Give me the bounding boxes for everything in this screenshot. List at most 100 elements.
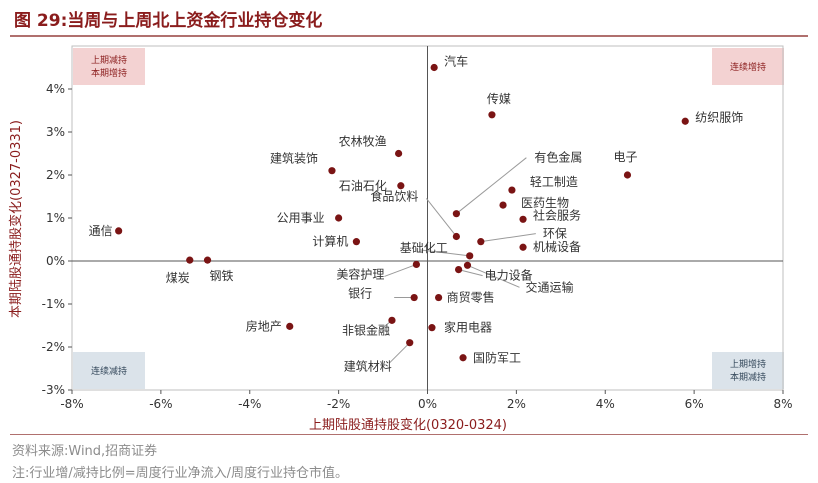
point-label: 基础化工 — [400, 241, 448, 255]
quadrant-top-left-box — [73, 48, 145, 85]
scatter-chart: 上期减持 本期增持 连续增持 连续减持 上期增持 本期减持 上期陆股通持股变化(… — [8, 45, 793, 433]
y-tick-label: -1% — [42, 297, 65, 311]
figure-title: 图 29:当周与上周北上资金行业持仓变化 — [14, 11, 323, 31]
point-label: 计算机 — [312, 234, 348, 249]
leader-line — [425, 198, 457, 237]
x-tick-label: 0% — [418, 397, 437, 411]
data-point — [508, 186, 516, 194]
point-label: 交通运输 — [525, 279, 573, 294]
quadrant-bottom-right-box — [712, 352, 784, 389]
x-tick-label: 2% — [507, 397, 526, 411]
point-label: 石油石化 — [339, 179, 387, 193]
data-point — [186, 256, 194, 264]
y-axis-title: 本期陆股通持股变化(0327-0331) — [8, 120, 24, 318]
point-label: 机械设备 — [533, 239, 581, 254]
x-tick-label: 8% — [773, 397, 792, 411]
data-point — [477, 238, 485, 246]
y-tick-label: -2% — [42, 340, 65, 354]
quadrant-bottom-right-line1: 上期增持 — [730, 358, 766, 370]
x-tick-label: -4% — [238, 397, 261, 411]
y-tick-label: 1% — [46, 211, 65, 225]
point-label: 非银金融 — [342, 322, 390, 337]
point-label: 钢铁 — [210, 269, 234, 283]
data-point — [352, 238, 360, 246]
point-label: 银行 — [348, 287, 372, 301]
point-label: 公用事业 — [277, 211, 325, 225]
quadrant-top-right-line1: 连续增持 — [730, 61, 766, 73]
data-point — [435, 293, 443, 302]
point-label: 环保 — [543, 227, 567, 241]
point-label: 通信 — [89, 224, 113, 238]
y-tick-label: 4% — [46, 82, 65, 96]
data-point — [452, 210, 460, 218]
data-point — [623, 171, 632, 179]
footer-divider — [10, 434, 808, 435]
x-tick-label: -2% — [327, 397, 350, 411]
point-label: 有色金属 — [534, 150, 582, 165]
point-label: 家用电器 — [444, 320, 492, 335]
quadrant-top-left-line2: 本期增持 — [91, 67, 127, 79]
x-tick-label: 6% — [685, 397, 704, 411]
y-tick-label: 3% — [46, 125, 65, 139]
source-text: 资料来源:Wind,招商证券 — [12, 444, 158, 459]
quadrant-bottom-left-line1: 连续减持 — [91, 365, 127, 377]
x-tick-label: -8% — [60, 397, 83, 411]
point-label: 轻工制造 — [530, 175, 578, 189]
leader-line — [389, 342, 411, 364]
leader-line — [458, 269, 483, 277]
leader-line — [419, 249, 470, 257]
data-point — [499, 201, 507, 209]
point-label: 传媒 — [487, 91, 511, 106]
data-point — [203, 256, 212, 264]
point-label: 房地产 — [246, 318, 282, 333]
quadrant-bottom-left-box — [73, 352, 145, 389]
point-label: 美容护理 — [336, 266, 384, 281]
point-label: 汽车 — [444, 54, 468, 69]
data-point — [459, 354, 467, 362]
point-label: 电子 — [613, 150, 637, 164]
point-label: 纺织服饰 — [695, 110, 743, 124]
data-point — [428, 324, 436, 332]
point-label: 医药生物 — [521, 196, 569, 210]
data-point — [452, 232, 460, 241]
data-point — [519, 215, 527, 223]
leader-line — [384, 263, 417, 277]
point-label: 电力设备 — [485, 269, 533, 283]
title-divider — [10, 35, 808, 37]
data-point — [395, 149, 403, 158]
point-label: 食品饮料 — [370, 188, 418, 203]
data-point — [463, 261, 472, 269]
point-label: 社会服务 — [533, 207, 581, 222]
data-point — [328, 167, 336, 175]
data-point — [412, 260, 420, 269]
x-axis-title: 上期陆股通持股变化(0320-0324) — [309, 417, 507, 433]
data-point — [115, 227, 123, 235]
data-point — [335, 214, 343, 222]
data-point — [388, 316, 396, 324]
leader-line — [456, 157, 527, 215]
x-tick-label: 4% — [596, 397, 615, 411]
point-label: 建筑装饰 — [270, 151, 318, 166]
point-label: 农林牧渔 — [339, 135, 387, 149]
y-tick-label: 0% — [46, 254, 65, 268]
y-tick-label: 2% — [46, 168, 65, 182]
point-label: 煤炭 — [166, 271, 190, 285]
data-point — [410, 293, 418, 302]
data-point — [397, 182, 405, 190]
leader-line — [467, 264, 520, 288]
data-point — [286, 322, 294, 330]
data-point — [488, 111, 496, 119]
point-label: 商贸零售 — [447, 290, 495, 305]
quadrant-top-right-box — [712, 48, 784, 85]
x-tick-label: -6% — [149, 397, 172, 411]
leader-line — [480, 233, 536, 243]
point-label: 建筑材料 — [344, 359, 392, 374]
data-point — [406, 339, 414, 347]
data-point — [519, 243, 527, 251]
point-label: 国防军工 — [473, 350, 521, 365]
data-point — [455, 266, 463, 274]
note-text: 注:行业增/减持比例=周度行业净流入/周度行业持仓市值。 — [12, 466, 349, 481]
data-point — [466, 252, 474, 260]
data-point — [430, 63, 438, 72]
quadrant-bottom-right-line2: 本期减持 — [730, 371, 766, 383]
